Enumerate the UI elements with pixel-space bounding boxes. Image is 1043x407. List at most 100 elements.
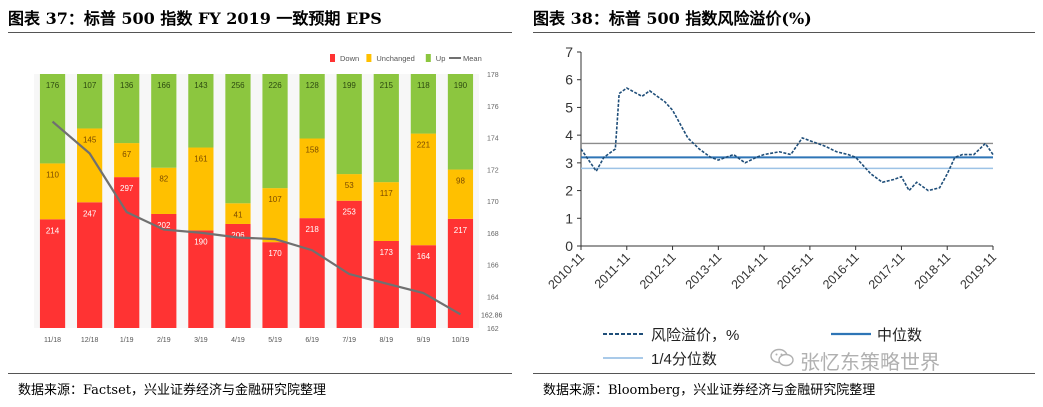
- bar-label-unchanged-3: 82: [159, 175, 168, 184]
- y-tick-label: 5: [565, 99, 573, 115]
- y-tick-label: 2: [565, 183, 573, 199]
- wechat-icon: [770, 348, 794, 367]
- bar-label-up-3: 166: [157, 81, 171, 90]
- bar-down-5: [225, 223, 251, 328]
- bar-up-4: [188, 74, 214, 148]
- legend-label-unchanged: Unchanged: [376, 54, 414, 63]
- bar-label-down-4: 190: [194, 237, 208, 246]
- risk-premium-line: [580, 87, 994, 192]
- legend-swatch-up: [425, 54, 431, 62]
- bar-label-unchanged-8: 53: [345, 181, 354, 190]
- bar-up-1: [77, 74, 103, 129]
- plot-background: [34, 74, 479, 328]
- bar-label-unchanged-2: 67: [122, 150, 131, 159]
- bar-up-10: [410, 74, 436, 134]
- y-tick-label: 0: [565, 238, 573, 254]
- bar-label-down-0: 214: [46, 226, 60, 235]
- bar-up-0: [39, 74, 66, 164]
- legend-swatch-unchanged: [366, 54, 372, 62]
- bar-unchanged-4: [188, 147, 214, 231]
- bar-label-unchanged-0: 110: [46, 170, 59, 179]
- bar-label-up-0: 176: [46, 81, 60, 90]
- x-tick-label: 8/19: [379, 337, 393, 344]
- bar-label-up-11: 190: [454, 81, 468, 90]
- bar-up-3: [151, 74, 177, 168]
- bar-unchanged-3: [151, 167, 177, 214]
- bar-label-down-9: 173: [380, 248, 394, 257]
- x-tick-label: 6/19: [305, 337, 319, 344]
- bar-label-up-4: 143: [194, 81, 208, 90]
- watermark: 张忆东策略世界: [800, 350, 940, 374]
- bar-label-down-5: 206: [231, 231, 245, 240]
- left-source: 数据来源：Factset，兴业证券经济与金融研究院整理: [18, 383, 326, 398]
- bar-up-5: [225, 74, 251, 204]
- y-tick-label: 3: [565, 155, 573, 171]
- x-tick-label: 2018-11: [912, 250, 954, 292]
- bar-label-unchanged-4: 161: [194, 155, 208, 164]
- bar-down-6: [262, 242, 288, 328]
- bar-unchanged-2: [114, 143, 140, 178]
- y-tick-label: 1: [565, 210, 573, 226]
- legend-label-quartile: 1/4分位数: [651, 351, 717, 368]
- bar-down-8: [336, 200, 362, 328]
- x-tick-label: 5/19: [268, 337, 282, 344]
- bar-label-down-11: 217: [454, 226, 468, 235]
- bar-label-up-8: 199: [343, 81, 357, 90]
- x-tick-label: 3/19: [194, 337, 208, 344]
- x-tick-label: 2016-11: [820, 250, 862, 292]
- bar-label-unchanged-11: 98: [456, 177, 465, 186]
- bar-down-11: [447, 218, 474, 328]
- x-tick-label: 2019-11: [957, 250, 999, 292]
- legend-label-median: 中位数: [877, 327, 922, 344]
- bar-up-7: [299, 74, 325, 139]
- mean-end-label: 162.86: [481, 312, 503, 319]
- right-panel: 图表 38：标普 500 指数风险溢价(%) 0 1 2 3 4 5 6 7 2010-11 20…: [525, 0, 1043, 407]
- x-tick-label: 2015-11: [774, 250, 816, 292]
- bar-unchanged-10: [410, 133, 436, 246]
- x-tick-label: 7/19: [342, 337, 356, 344]
- right-axis-tick: 172: [487, 167, 499, 174]
- bar-label-up-5: 256: [231, 81, 245, 90]
- legend-label-up: Up: [436, 54, 446, 63]
- bar-down-2: [114, 177, 140, 328]
- bar-label-down-6: 170: [268, 249, 282, 258]
- bar-label-down-7: 218: [305, 225, 319, 234]
- bar-label-down-1: 247: [83, 209, 97, 218]
- bar-up-11: [447, 74, 474, 170]
- eps-stacked-bar-chart: 214 110 176 11/18 247 145 107 12/18 297 67 136 1/19…: [34, 54, 503, 344]
- bar-down-1: [77, 202, 103, 328]
- legend-swatch-down: [330, 54, 335, 62]
- bar-label-unchanged-1: 145: [83, 135, 97, 144]
- bar-down-4: [188, 230, 214, 328]
- bar-down-10: [410, 245, 436, 328]
- bar-label-unchanged-7: 158: [305, 146, 319, 155]
- x-tick-label: 2017-11: [866, 250, 908, 292]
- bar-down-0: [39, 219, 66, 328]
- x-tick-label: 2011-11: [592, 250, 633, 291]
- x-tick-label: 2/19: [157, 337, 171, 344]
- right-axis-tick: 164: [487, 294, 499, 301]
- right-bottom-rule: [533, 373, 1035, 374]
- bar-label-up-10: 118: [417, 81, 430, 90]
- x-tick-label: 12/18: [81, 337, 99, 344]
- bar-unchanged-6: [262, 188, 288, 243]
- right-axis-tick: 162: [487, 326, 499, 333]
- y-tick-label: 4: [565, 127, 573, 143]
- bar-up-9: [373, 74, 399, 183]
- x-tick-label: 4/19: [231, 337, 245, 344]
- x-tick-label: 11/18: [44, 337, 61, 344]
- bar-label-down-8: 253: [343, 208, 357, 217]
- x-tick-label: 2013-11: [683, 250, 725, 292]
- legend-label-mean: Mean: [463, 54, 482, 63]
- left-panel: 图表 37：标普 500 指数 FY 2019 一致预期 EPS 214 110 1…: [0, 0, 520, 407]
- bar-unchanged-5: [225, 203, 251, 224]
- right-axis-tick: 174: [487, 136, 499, 143]
- risk-premium-line-chart: 0 1 2 3 4 5 6 7 2010-11 2011-11 2012-11 2013-11 2014…: [545, 44, 999, 368]
- right-axis-tick: 166: [487, 263, 499, 270]
- bar-up-6: [262, 74, 288, 189]
- bar-unchanged-7: [299, 138, 325, 219]
- x-tick-label: 1/19: [120, 337, 134, 344]
- mean-line: [51, 120, 462, 316]
- right-source: 数据来源：Bloomberg，兴业证券经济与金融研究院整理: [543, 383, 876, 398]
- bar-unchanged-0: [39, 163, 66, 220]
